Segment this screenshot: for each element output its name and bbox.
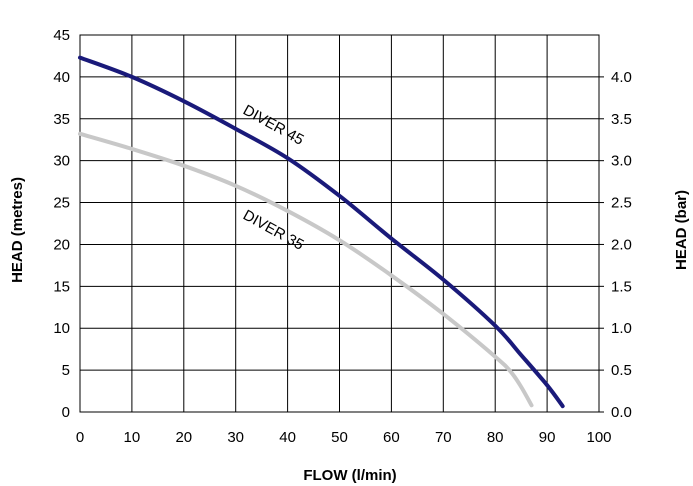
x-tick-label: 20 — [175, 429, 192, 446]
x-tick-label: 40 — [279, 429, 296, 446]
x-tick-label: 100 — [586, 429, 611, 446]
plot-frame — [79, 34, 600, 413]
y-tick-label: 20 — [53, 236, 70, 253]
series-line-diver-35 — [78, 131, 534, 408]
y2-tick-label: 0.0 — [611, 404, 632, 421]
y-tick-label: 15 — [53, 278, 70, 295]
y2-tick-label: 4.0 — [611, 69, 632, 86]
x-tick-label: 70 — [435, 429, 452, 446]
y-tick-label: 5 — [62, 362, 70, 379]
y-tick-label: 35 — [53, 111, 70, 128]
x-tick-label: 10 — [124, 429, 141, 446]
x-axis-title: FLOW (l/min) — [303, 467, 396, 484]
y-tick-label: 0 — [62, 404, 70, 421]
x-tick-label: 0 — [76, 429, 84, 446]
y2-tick-label: 1.5 — [611, 278, 632, 295]
x-tick-label: 80 — [487, 429, 504, 446]
series-line-diver-45 — [78, 55, 565, 409]
y2-tick-label: 0.5 — [611, 362, 632, 379]
x-tick-label: 30 — [227, 429, 244, 446]
y2-tick-label: 3.0 — [611, 153, 632, 170]
x-tick-labels: 0 10 20 30 40 50 60 70 80 90 100 — [76, 429, 612, 446]
y2-axis-title: HEAD (bar) — [673, 190, 690, 270]
y2-tick-label: 3.5 — [611, 111, 632, 128]
series-lines — [78, 55, 565, 409]
y2-tick-labels: 0.0 0.5 1.0 1.5 2.0 2.5 3.0 3.5 4.0 — [599, 69, 632, 421]
x-tick-label: 60 — [383, 429, 400, 446]
y-tick-label: 45 — [53, 27, 70, 44]
y-tick-label: 30 — [53, 153, 70, 170]
y-tick-labels: 0 5 10 15 20 25 30 35 40 45 — [53, 27, 70, 421]
y-tick-label: 25 — [53, 195, 70, 212]
y-tick-label: 40 — [53, 69, 70, 86]
series-label-diver-45: DIVER 45 — [240, 102, 307, 149]
x-tick-label: 90 — [539, 429, 556, 446]
y-tick-label: 10 — [53, 320, 70, 337]
y-axis-title: HEAD (metres) — [9, 177, 26, 283]
y2-tick-label: 2.0 — [611, 236, 632, 253]
x-tick-label: 50 — [331, 429, 348, 446]
y2-tick-label: 1.0 — [611, 320, 632, 337]
y2-tick-label: 2.5 — [611, 195, 632, 212]
